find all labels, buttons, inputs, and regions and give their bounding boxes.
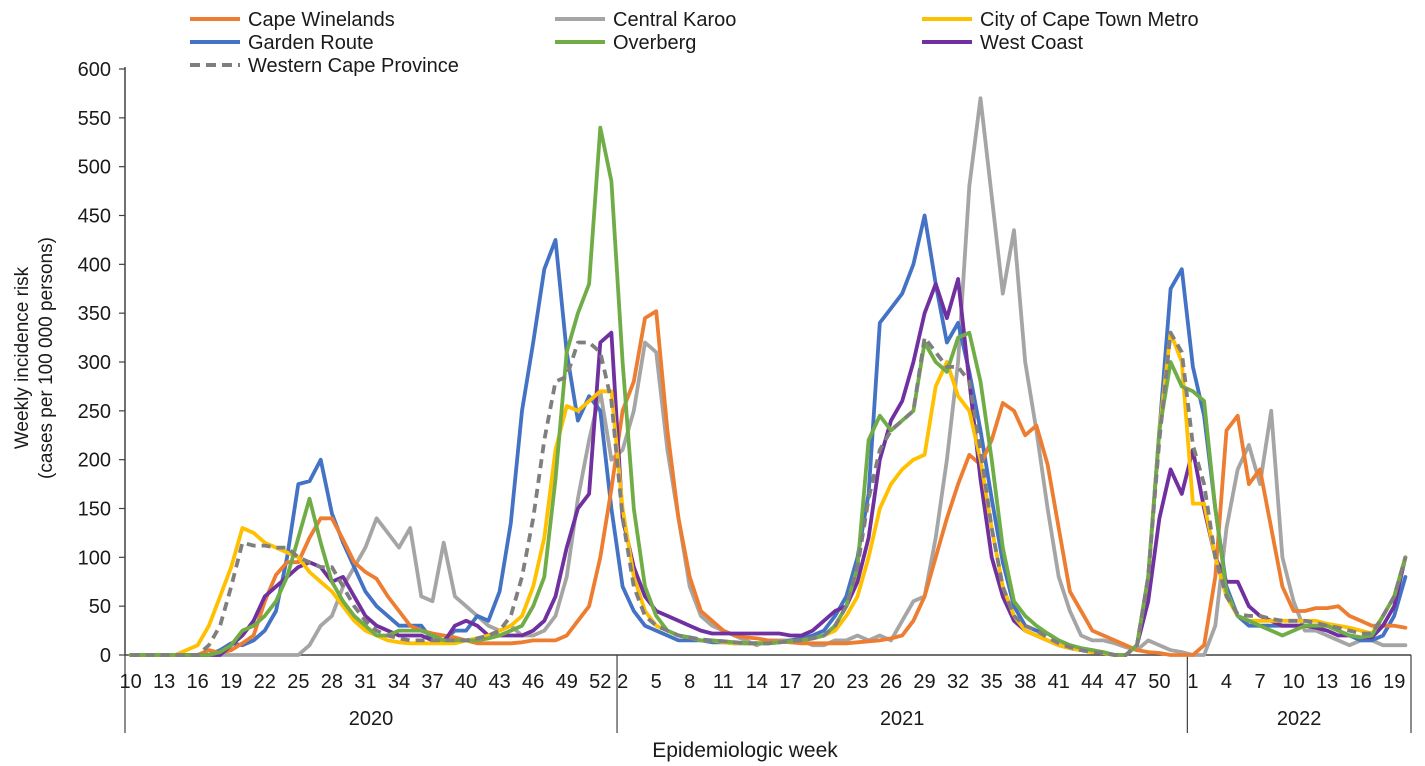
legend-label: Cape Winelands [248,9,395,31]
x-axis-title: Epidemiologic week [652,739,838,762]
y-axis-title-line-1: Weekly incidence risk [12,266,33,449]
y-tick-label: 0 [100,645,111,667]
y-tick-label: 500 [78,157,111,179]
x-tick-label: 8 [684,671,695,693]
x-tick-label: 10 [1282,671,1304,693]
legend-label: City of Cape Town Metro [980,9,1199,31]
y-tick-label: 50 [89,596,111,618]
x-tick-label: 16 [1350,671,1372,693]
x-tick-label: 37 [421,671,443,693]
x-tick-label: 22 [254,671,276,693]
x-tick-label: 11 [713,671,734,693]
x-tick-label: 34 [388,671,410,693]
legend-label: Western Cape Province [248,55,459,77]
y-tick-label: 450 [78,206,111,228]
y-tick-label: 300 [78,352,111,374]
x-tick-label: 17 [779,671,801,693]
x-tick-label: 38 [1014,671,1036,693]
x-tick-label: 31 [354,671,376,693]
x-tick-label: 32 [947,671,969,693]
x-tick-label: 44 [1081,671,1103,693]
legend-item: Overberg [555,32,696,54]
x-tick-label: 19 [220,671,242,693]
legend-item: Garden Route [190,32,374,54]
legend: Cape Winelands Central Karoo City of Cape … [190,9,1199,77]
x-tick-label: 7 [1254,671,1265,693]
x-tick-label: 25 [287,671,309,693]
x-tick-label: 40 [455,671,477,693]
y-tick-label: 600 [78,59,111,81]
x-tick-label: 50 [1148,671,1170,693]
legend-label: Garden Route [248,32,374,54]
x-tick-label: 28 [321,671,343,693]
plot-lines [128,96,1408,657]
y-axis-title-line-2: (cases per 100 000 persons) [36,237,57,479]
y-tick-label: 250 [78,401,111,423]
legend-item: City of Cape Town Metro [922,9,1199,31]
x-tick-label: 47 [1115,671,1137,693]
x-tick-label: 14 [746,671,768,693]
y-tick-label: 200 [78,450,111,472]
legend-item: Cape Winelands [190,9,395,31]
y-tick-label: 350 [78,303,111,325]
legend-item: Central Karoo [555,9,736,31]
legend-label: Overberg [613,32,696,54]
x-tick-label: 10 [119,671,141,693]
year-label: 2020 [349,708,394,730]
legend-item: Western Cape Province [190,55,459,77]
x-tick-label: 26 [880,671,902,693]
y-tick-label: 150 [78,499,111,521]
y-tick-label: 400 [78,254,111,276]
legend-item: West Coast [922,32,1083,54]
x-tick-label: 2 [617,671,628,693]
y-axis: 0 50 100 150 200 250 300 350 400 450 500 550 600 [78,59,126,667]
x-tick-label: 4 [1221,671,1232,693]
x-tick-label: 41 [1048,671,1070,693]
x-tick-label: 49 [556,671,578,693]
series-line-cape-winelands [128,309,1408,657]
year-label: 2021 [880,708,925,730]
x-tick-label: 16 [187,671,209,693]
x-tick-label: 19 [1383,671,1405,693]
legend-label: West Coast [980,32,1083,54]
x-tick-label: 23 [846,671,868,693]
x-tick-label: 5 [651,671,662,693]
x-tick-label: 1 [1187,671,1198,693]
y-tick-label: 550 [78,108,111,130]
x-tick-label: 29 [913,671,935,693]
legend-label: Central Karoo [613,9,736,31]
x-tick-label: 13 [153,671,175,693]
y-tick-label: 100 [78,547,111,569]
year-label: 2022 [1277,708,1322,730]
x-tick-label: 43 [488,671,510,693]
x-tick-label: 20 [813,671,835,693]
x-tick-label: 13 [1316,671,1338,693]
x-tick-label: 52 [589,671,611,693]
x-tick-label: 35 [981,671,1003,693]
x-tick-label: 46 [522,671,544,693]
series-line-western-cape-province [130,330,1408,657]
